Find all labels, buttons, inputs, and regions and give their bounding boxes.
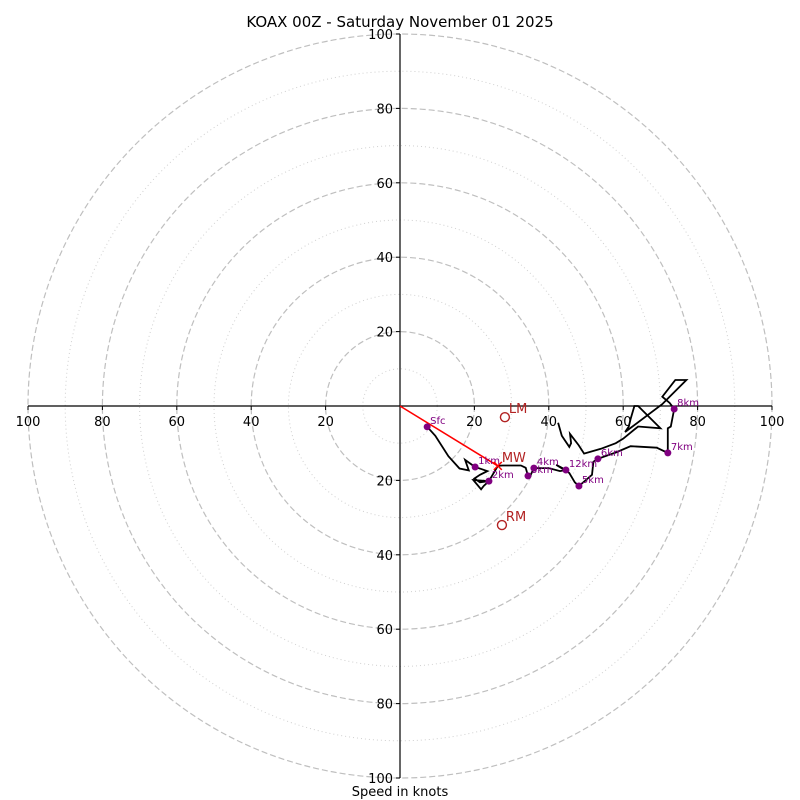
height-label-3km: 3km — [531, 465, 553, 476]
y-tick-label: 60 — [376, 623, 393, 638]
y-tick-label: 40 — [376, 251, 393, 266]
x-tick-label: 100 — [16, 415, 41, 430]
x-tick-label: 40 — [541, 415, 558, 430]
hodograph-traces — [399, 379, 689, 491]
x-axis-label: Speed in knots — [352, 785, 449, 800]
storm-label-MW: MW — [502, 451, 526, 466]
y-tick-label: 80 — [376, 698, 393, 713]
height-marker-1km — [471, 463, 479, 471]
height-marker-2km — [485, 477, 493, 485]
x-tick-label: 60 — [169, 415, 186, 430]
series-hodograph-trace — [426, 379, 689, 491]
y-tick-label: 60 — [376, 177, 393, 192]
y-tick-label: 20 — [376, 326, 393, 341]
height-marker-4km — [530, 464, 538, 472]
height-marker-7km — [664, 449, 672, 457]
height-marker-5km — [575, 482, 583, 490]
storm-marker-RM — [496, 519, 508, 531]
storm-motion-markers: LM MW RM — [493, 402, 527, 531]
x-tick-label: 20 — [317, 415, 334, 430]
height-label-8km: 8km — [677, 398, 699, 409]
y-tick-label: 40 — [376, 549, 393, 564]
height-label-12km: 12km — [569, 459, 597, 470]
storm-label-RM: RM — [506, 510, 526, 525]
chart-title: KOAX 00Z - Saturday November 01 2025 — [246, 13, 553, 31]
height-label-2km: 2km — [492, 470, 514, 481]
tick-labels: 100 80 60 40 20 20 40 60 80 100 100 80 60 40 20 20 40 60 8… — [16, 28, 785, 787]
height-label-4km: 4km — [537, 457, 559, 468]
y-tick-label: 100 — [368, 28, 393, 43]
x-tick-label: 60 — [615, 415, 632, 430]
height-label-7km: 7km — [671, 442, 693, 453]
storm-marker-MW — [493, 461, 503, 471]
height-marker-8km — [670, 405, 678, 413]
x-tick-label: 20 — [466, 415, 483, 430]
height-label-6km: 6km — [601, 448, 623, 459]
height-marker-3km — [524, 472, 532, 480]
x-tick-label: 80 — [689, 415, 706, 430]
height-marker-6km — [594, 455, 602, 463]
height-marker-12km — [562, 466, 570, 474]
height-label-5km: 5km — [582, 475, 604, 486]
y-tick-label: 80 — [376, 102, 393, 117]
y-tick-label: 100 — [368, 772, 393, 787]
x-tick-label: 80 — [94, 415, 111, 430]
series-mean-wind-vector — [399, 405, 499, 467]
storm-label-LM: LM — [509, 402, 527, 417]
height-label-Sfc: Sfc — [430, 416, 445, 427]
height-label-1km: 1km — [478, 456, 500, 467]
x-tick-label: 40 — [243, 415, 260, 430]
storm-marker-LM — [499, 411, 511, 423]
y-tick-label: 20 — [376, 474, 393, 489]
x-tick-label: 100 — [760, 415, 785, 430]
height-marker-Sfc — [423, 423, 431, 431]
